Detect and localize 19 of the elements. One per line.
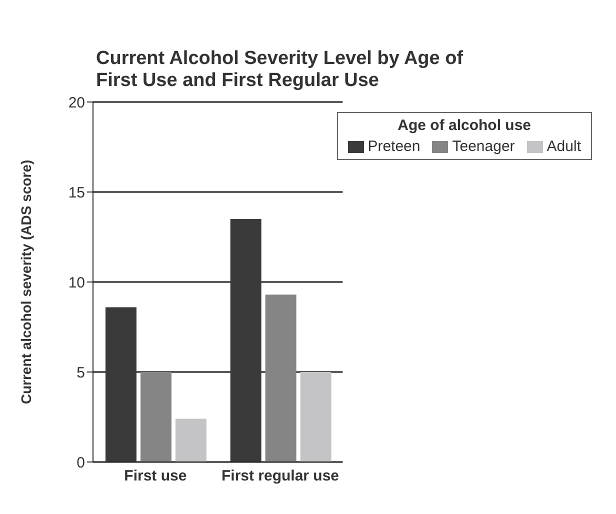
legend-title: Age of alcohol use — [396, 117, 532, 134]
y-tick-label: 5 — [76, 364, 85, 382]
y-axis-title: Current alcohol severity (ADS score) — [18, 160, 34, 404]
bar — [230, 219, 262, 462]
x-tick-label: First regular use — [221, 468, 340, 485]
x-tick-label: First use — [124, 468, 187, 485]
bar — [140, 372, 172, 462]
chart-title: Current Alcohol Severity Level by Age of First Use and First Regular Use — [95, 47, 464, 92]
y-tick-label: 20 — [68, 94, 85, 112]
y-tick-label: 10 — [68, 274, 85, 292]
legend-label: Adult — [546, 138, 581, 155]
y-tick-label: 0 — [76, 454, 85, 472]
bar — [300, 372, 332, 462]
legend-label: Preteen — [366, 138, 420, 155]
bar — [265, 294, 296, 462]
y-tick-label: 15 — [68, 184, 85, 202]
legend-label: Teenager — [451, 138, 515, 155]
bar — [175, 418, 206, 462]
bar — [105, 307, 136, 462]
